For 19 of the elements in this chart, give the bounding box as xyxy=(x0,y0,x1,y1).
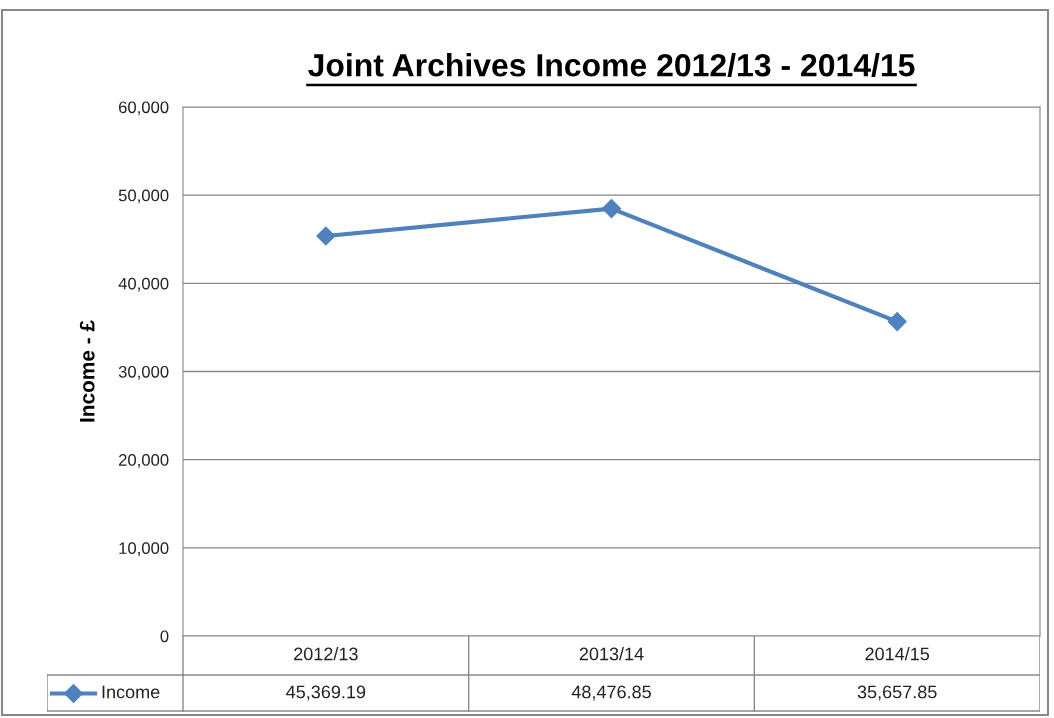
data-label: 35,657.85 xyxy=(857,685,937,701)
y-tick-label: 40,000 xyxy=(118,277,169,292)
x-tick-label: 2012/13 xyxy=(294,647,358,661)
y-tick-label: 30,000 xyxy=(118,365,169,380)
point xyxy=(887,312,907,332)
data-label: 48,476.85 xyxy=(571,685,651,701)
x-tick-label: 2014/15 xyxy=(865,647,930,661)
y-axis-title: Income - £ xyxy=(79,320,95,422)
x-tick-label: 2013/14 xyxy=(579,647,644,661)
data-label: 45,369.19 xyxy=(286,685,366,701)
y-tick-label: 0 xyxy=(160,630,169,643)
y-tick-label: 50,000 xyxy=(118,189,169,204)
y-tick-label: 60,000 xyxy=(118,101,169,116)
y-tick-label: 20,000 xyxy=(118,454,169,468)
y-tick-label: 10,000 xyxy=(119,542,169,557)
point xyxy=(316,226,336,246)
legend-label: Income xyxy=(102,685,160,699)
chart-title: Joint Archives Income 2012/13 - 2014/15 xyxy=(308,53,915,77)
point xyxy=(601,199,622,219)
